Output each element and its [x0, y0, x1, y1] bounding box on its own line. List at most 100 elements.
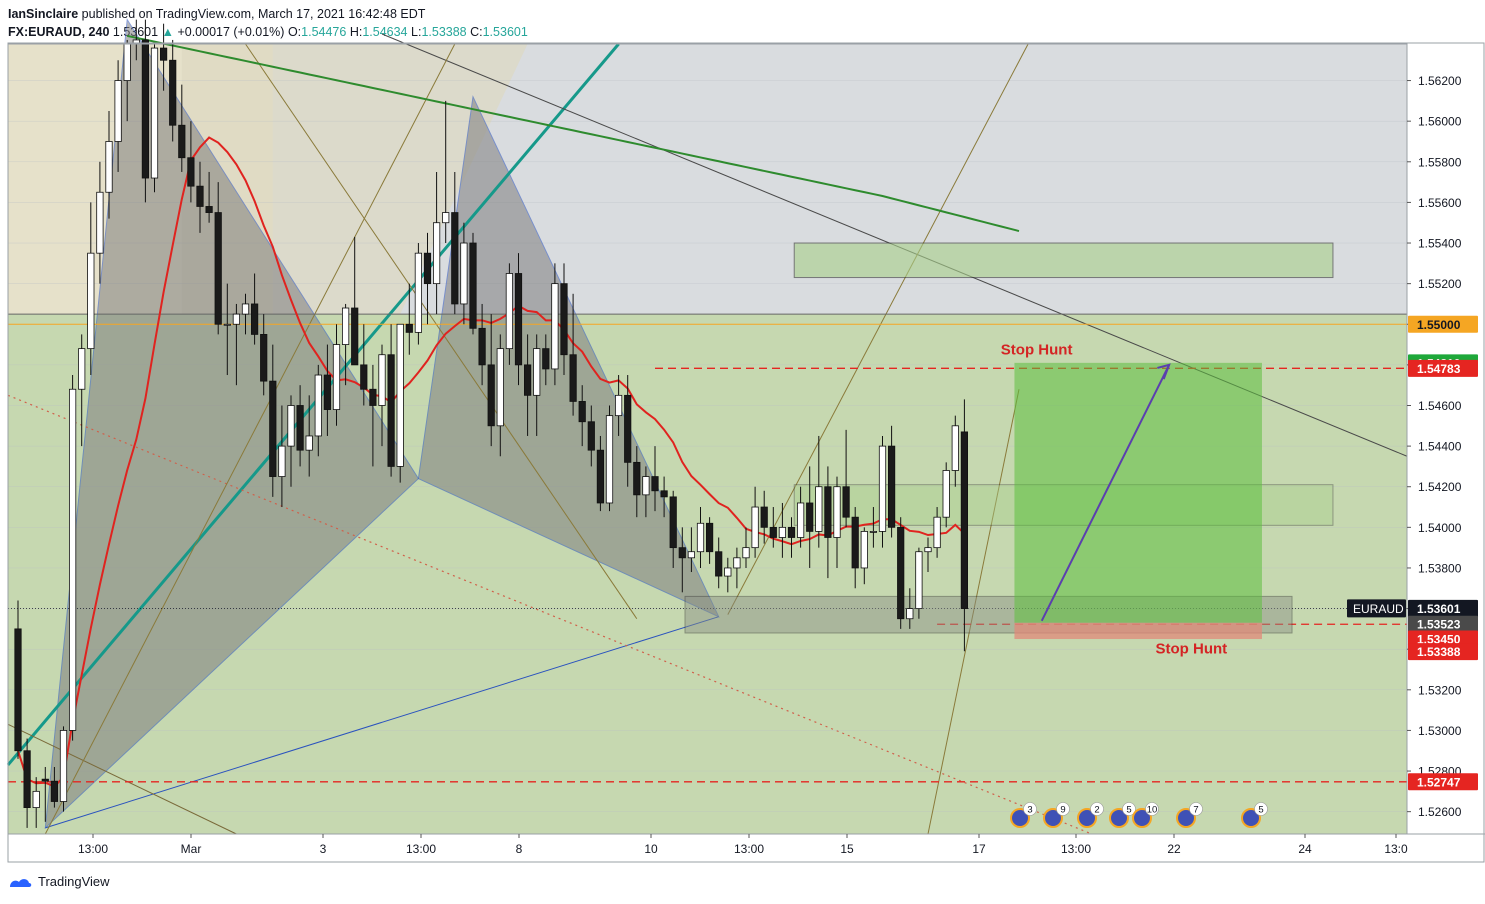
candle-body [605, 415, 614, 504]
candle [960, 399, 969, 652]
candle [551, 263, 559, 386]
lower-fan-line [7, 723, 237, 835]
symbol-label[interactable]: FX:EURAUD, 240 [8, 25, 110, 39]
price-tag-1-53388: 1.53388 [1408, 643, 1478, 661]
ma-green-line [126, 34, 1020, 233]
candle-body [214, 212, 222, 325]
candle-body [114, 80, 122, 142]
candle-body [833, 486, 841, 538]
price-tag-text: 1.53450 [1417, 633, 1461, 647]
candle [533, 334, 541, 436]
change-arrow-icon: ▲ [161, 25, 174, 39]
open-value: 1.54476 [301, 25, 347, 39]
close-value: 1.53601 [482, 25, 528, 39]
candle [787, 517, 796, 558]
footer-brand[interactable]: TradingView [8, 874, 110, 889]
price-axis: 1.526001.528001.530001.532001.534001.536… [1347, 44, 1485, 834]
candle [287, 395, 295, 487]
candle-body [159, 47, 168, 61]
candle [314, 364, 322, 457]
supply-zone-top [793, 242, 1334, 279]
candle-body [187, 157, 195, 187]
candle-body [514, 273, 523, 366]
candle-body [787, 526, 796, 538]
candle-body [23, 750, 31, 808]
candle [260, 314, 268, 396]
candle [178, 84, 186, 172]
candle-body [496, 348, 504, 427]
candle-body [933, 516, 941, 549]
pattern-base-line [45, 616, 719, 829]
x-tick-label: 13:00 [78, 842, 108, 856]
candle [778, 502, 787, 558]
candle-body [505, 273, 514, 350]
fan-line-1 [44, 43, 456, 835]
y-tick-label: 1.54000 [1418, 521, 1462, 535]
candle [78, 334, 86, 447]
event-flag-icon [1109, 808, 1129, 828]
candle [478, 303, 486, 386]
y-tick-label: 1.56000 [1418, 115, 1462, 129]
candle [396, 323, 404, 483]
candle [23, 738, 31, 828]
candle-body [232, 313, 240, 325]
author[interactable]: IanSinclaire [8, 7, 79, 21]
candle-body [869, 531, 878, 533]
y-tick-label: 1.54600 [1418, 399, 1462, 413]
candle-body [141, 39, 149, 179]
candle [760, 490, 768, 544]
price-tag-text: 1.53601 [1417, 602, 1461, 616]
price-tag-bg [1408, 315, 1478, 333]
close-label: C: [470, 25, 483, 39]
candle [341, 303, 350, 386]
fan-line-4 [927, 389, 1020, 835]
fan-line-2 [245, 43, 638, 620]
event-count-text: 10 [1147, 805, 1158, 816]
candle [50, 766, 59, 808]
candle [624, 375, 632, 487]
candle-body [760, 506, 768, 528]
candle [442, 100, 450, 244]
candle [569, 293, 577, 416]
candle [469, 232, 477, 335]
candle [578, 385, 586, 447]
candle [806, 466, 814, 568]
candle-body [260, 334, 268, 382]
candle-body [769, 526, 777, 538]
candle-body [442, 212, 450, 224]
candle [751, 486, 759, 558]
candle [187, 121, 195, 203]
candle-body [323, 374, 332, 410]
candle [869, 507, 878, 548]
candle-body [414, 252, 423, 333]
candle-body [897, 526, 905, 620]
candle [460, 222, 468, 325]
candle [423, 232, 432, 325]
candle-body [178, 124, 186, 159]
x-tick-label: 24 [1298, 842, 1312, 856]
y-tick-label: 1.55200 [1418, 277, 1462, 291]
candle-body [50, 780, 59, 802]
x-tick-label: 3 [320, 842, 327, 856]
candle-body [369, 388, 377, 406]
candle-body [351, 307, 359, 366]
event-flag-icon [1241, 808, 1261, 828]
candle-body [942, 470, 950, 518]
x-tick-label: 13:00 [406, 842, 436, 856]
candle [542, 334, 550, 386]
candle [241, 293, 250, 335]
candle-body [851, 516, 859, 569]
candle [633, 446, 641, 518]
candle-body [196, 185, 204, 207]
event-count-badge [1189, 802, 1203, 816]
candle-body [642, 476, 650, 496]
candle [32, 777, 40, 828]
candle-body [778, 526, 787, 538]
candle [942, 462, 950, 528]
candle-body [751, 506, 759, 549]
candle [587, 405, 595, 467]
candle-body [105, 141, 113, 193]
candle-body [615, 394, 623, 417]
candle [742, 527, 750, 568]
